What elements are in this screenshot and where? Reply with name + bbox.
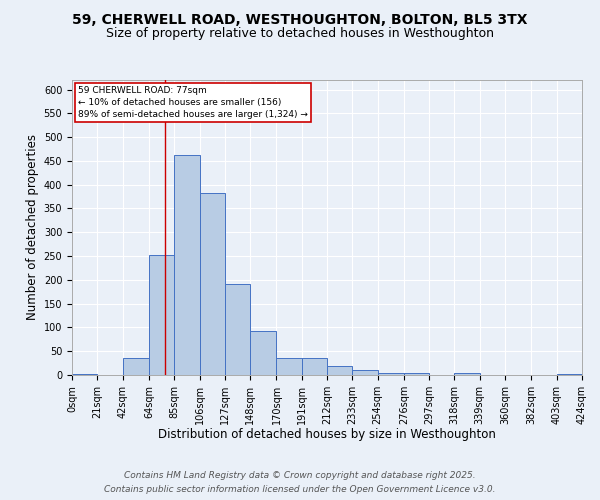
X-axis label: Distribution of detached houses by size in Westhoughton: Distribution of detached houses by size … — [158, 428, 496, 442]
Text: Contains public sector information licensed under the Open Government Licence v3: Contains public sector information licen… — [104, 486, 496, 494]
Bar — [72, 374, 97, 375]
Bar — [455, 373, 480, 375]
Bar — [277, 358, 302, 375]
Bar — [404, 373, 429, 375]
Bar — [352, 370, 377, 375]
Bar — [122, 358, 149, 375]
Bar — [302, 358, 327, 375]
Bar — [377, 372, 404, 375]
Text: 59, CHERWELL ROAD, WESTHOUGHTON, BOLTON, BL5 3TX: 59, CHERWELL ROAD, WESTHOUGHTON, BOLTON,… — [72, 12, 528, 26]
Y-axis label: Number of detached properties: Number of detached properties — [26, 134, 40, 320]
Bar — [250, 331, 277, 375]
Bar — [149, 254, 174, 375]
Bar — [327, 366, 352, 375]
Bar — [174, 154, 199, 375]
Text: Contains HM Land Registry data © Crown copyright and database right 2025.: Contains HM Land Registry data © Crown c… — [124, 472, 476, 480]
Bar — [199, 193, 225, 375]
Text: 59 CHERWELL ROAD: 77sqm
← 10% of detached houses are smaller (156)
89% of semi-d: 59 CHERWELL ROAD: 77sqm ← 10% of detache… — [78, 86, 308, 119]
Bar — [557, 374, 582, 375]
Bar — [225, 284, 250, 375]
Text: Size of property relative to detached houses in Westhoughton: Size of property relative to detached ho… — [106, 28, 494, 40]
